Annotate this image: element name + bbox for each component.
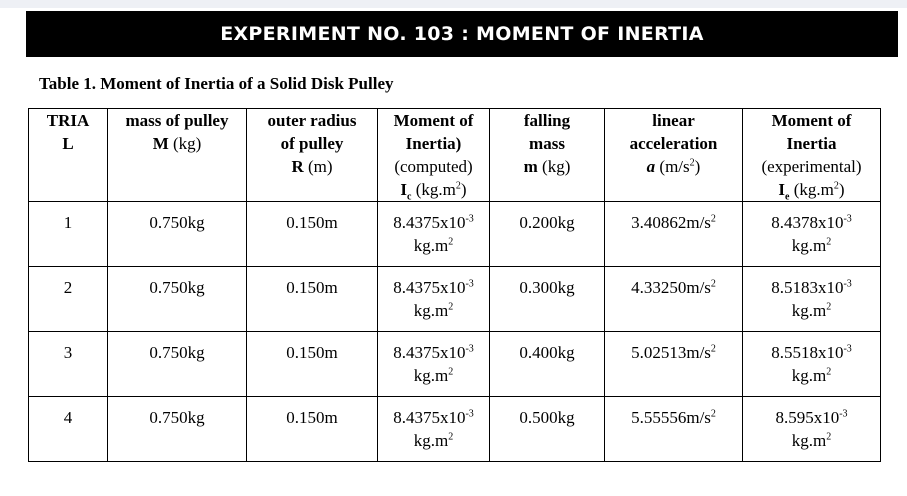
header-linear-acceleration: linear acceleration a (m/s2) bbox=[604, 108, 743, 202]
experiment-banner: EXPERIMENT NO. 103 : MOMENT OF INERTIA bbox=[26, 11, 898, 57]
cell-moi-experimental: 8.4378x10-3 kg.m2 bbox=[742, 201, 881, 267]
table-row: 1 0.750kg 0.150m 8.4375x10-3 kg.m2 0.200k… bbox=[28, 201, 881, 267]
cell-radius: 0.150m bbox=[246, 331, 378, 397]
table-row: 4 0.750kg 0.150m 8.4375x10-3 kg.m2 0.500k… bbox=[28, 396, 881, 462]
cell-mass: 0.750kg bbox=[107, 266, 247, 332]
cell-acceleration: 5.55556m/s2 bbox=[604, 396, 743, 462]
cell-falling-mass: 0.500kg bbox=[489, 396, 605, 462]
cell-falling-mass: 0.200kg bbox=[489, 201, 605, 267]
results-table: TRIA L mass of pulley M (kg) outer radiu… bbox=[28, 108, 881, 462]
cell-moi-computed: 8.4375x10-3 kg.m2 bbox=[377, 201, 490, 267]
header-moi-experimental: Moment of Inertia (experimental) Ie (kg.… bbox=[742, 108, 881, 202]
cell-trial: 4 bbox=[28, 396, 108, 462]
top-strip bbox=[0, 0, 907, 8]
table-caption: Table 1. Moment of Inertia of a Solid Di… bbox=[39, 74, 394, 93]
cell-moi-experimental: 8.5183x10-3 kg.m2 bbox=[742, 266, 881, 332]
cell-trial: 3 bbox=[28, 331, 108, 397]
header-mass-of-pulley: mass of pulley M (kg) bbox=[107, 108, 247, 202]
cell-moi-computed: 8.4375x10-3 kg.m2 bbox=[377, 266, 490, 332]
cell-mass: 0.750kg bbox=[107, 331, 247, 397]
cell-radius: 0.150m bbox=[246, 266, 378, 332]
cell-mass: 0.750kg bbox=[107, 396, 247, 462]
header-moi-computed: Moment of Inertia) (computed) Ic (kg.m2) bbox=[377, 108, 490, 202]
cell-moi-experimental: 8.595x10-3 kg.m2 bbox=[742, 396, 881, 462]
table-row: 2 0.750kg 0.150m 8.4375x10-3 kg.m2 0.300k… bbox=[28, 266, 881, 332]
cell-falling-mass: 0.400kg bbox=[489, 331, 605, 397]
cell-moi-experimental: 8.5518x10-3 kg.m2 bbox=[742, 331, 881, 397]
cell-acceleration: 3.40862m/s2 bbox=[604, 201, 743, 267]
header-trial: TRIA L bbox=[28, 108, 108, 202]
cell-falling-mass: 0.300kg bbox=[489, 266, 605, 332]
cell-radius: 0.150m bbox=[246, 201, 378, 267]
header-outer-radius: outer radius of pulley R (m) bbox=[246, 108, 378, 202]
cell-moi-computed: 8.4375x10-3 kg.m2 bbox=[377, 396, 490, 462]
cell-moi-computed: 8.4375x10-3 kg.m2 bbox=[377, 331, 490, 397]
cell-trial: 2 bbox=[28, 266, 108, 332]
cell-mass: 0.750kg bbox=[107, 201, 247, 267]
cell-trial: 1 bbox=[28, 201, 108, 267]
header-falling-mass: falling mass m (kg) bbox=[489, 108, 605, 202]
cell-acceleration: 5.02513m/s2 bbox=[604, 331, 743, 397]
cell-radius: 0.150m bbox=[246, 396, 378, 462]
table-row: 3 0.750kg 0.150m 8.4375x10-3 kg.m2 0.400k… bbox=[28, 331, 881, 397]
table-header-row: TRIA L mass of pulley M (kg) outer radiu… bbox=[28, 108, 881, 202]
cell-acceleration: 4.33250m/s2 bbox=[604, 266, 743, 332]
